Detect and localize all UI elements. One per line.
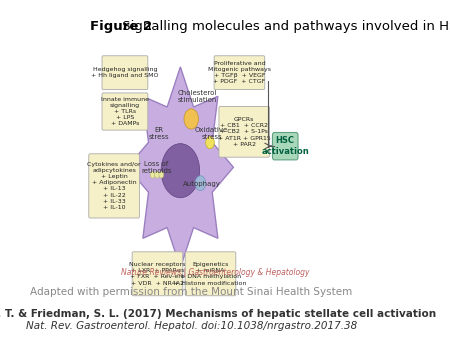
Text: Oxidative
stress: Oxidative stress (195, 127, 228, 140)
Text: Cholesterol
stimulation: Cholesterol stimulation (178, 90, 217, 103)
Text: HSC
activation: HSC activation (261, 137, 309, 156)
Ellipse shape (159, 171, 164, 178)
FancyBboxPatch shape (102, 56, 148, 90)
Ellipse shape (184, 109, 198, 129)
Ellipse shape (161, 144, 200, 198)
FancyBboxPatch shape (185, 252, 236, 296)
FancyBboxPatch shape (214, 56, 265, 90)
Polygon shape (127, 67, 234, 268)
Ellipse shape (206, 137, 214, 149)
Text: Figure 2: Figure 2 (90, 20, 152, 33)
FancyBboxPatch shape (89, 154, 140, 218)
Text: Cytokines and/or
adipcytokines
+ Leptin
+ Adiponectin
+ IL-13
+ IL-22
+ IL-33
+ : Cytokines and/or adipcytokines + Leptin … (87, 162, 141, 210)
Text: Autophagy: Autophagy (183, 181, 221, 187)
Ellipse shape (155, 171, 159, 178)
Text: Epigenetics
+ miRNA
+ DNA methylation
+ Histone modification: Epigenetics + miRNA + DNA methylation + … (174, 262, 247, 286)
Text: Adapted with permission from the Mount Sinai Health System: Adapted with permission from the Mount S… (30, 287, 352, 297)
Text: Hedgehog signalling
+ Hh ligand and SMO: Hedgehog signalling + Hh ligand and SMO (91, 67, 159, 78)
FancyBboxPatch shape (102, 93, 148, 130)
Ellipse shape (150, 171, 155, 178)
Text: Signalling molecules and pathways involved in HSC activation: Signalling molecules and pathways involv… (118, 20, 450, 33)
FancyBboxPatch shape (219, 106, 270, 157)
Ellipse shape (195, 176, 206, 191)
Text: Innate immune
signalling
+ TLRs
+ LPS
+ DAMPs: Innate immune signalling + TLRs + LPS + … (101, 97, 149, 126)
Text: Loss of
retinoids: Loss of retinoids (141, 161, 171, 174)
Text: Nuclear receptors
+ LXR  + PPARαs
+ FXR  + Rev-erb
+ VDR  + NR4A2: Nuclear receptors + LXR + PPARαs + FXR +… (129, 262, 186, 286)
Text: Tsuchida, T. & Friedman, S. L. (2017) Mechanisms of hepatic stellate cell activa: Tsuchida, T. & Friedman, S. L. (2017) Me… (0, 309, 436, 319)
Text: ER
stress: ER stress (148, 127, 169, 140)
Text: GPCRs
+ CB1  + CCR2
+ CB2  + S-1Ps
+ AT1R + GPR15
+ PAR2: GPCRs + CB1 + CCR2 + CB2 + S-1Ps + AT1R … (218, 117, 270, 147)
Text: Nature Reviews | Gastroenterology & Hepatology: Nature Reviews | Gastroenterology & Hepa… (121, 268, 310, 276)
FancyBboxPatch shape (132, 252, 183, 296)
Text: Nat. Rev. Gastroenterol. Hepatol. doi:10.1038/nrgastro.2017.38: Nat. Rev. Gastroenterol. Hepatol. doi:10… (26, 321, 357, 331)
FancyBboxPatch shape (272, 132, 298, 160)
Text: Proliferative and
Mitogenic pathways
+ TGFβ  + VEGF
+ PDGF  + CTGF: Proliferative and Mitogenic pathways + T… (208, 61, 271, 84)
